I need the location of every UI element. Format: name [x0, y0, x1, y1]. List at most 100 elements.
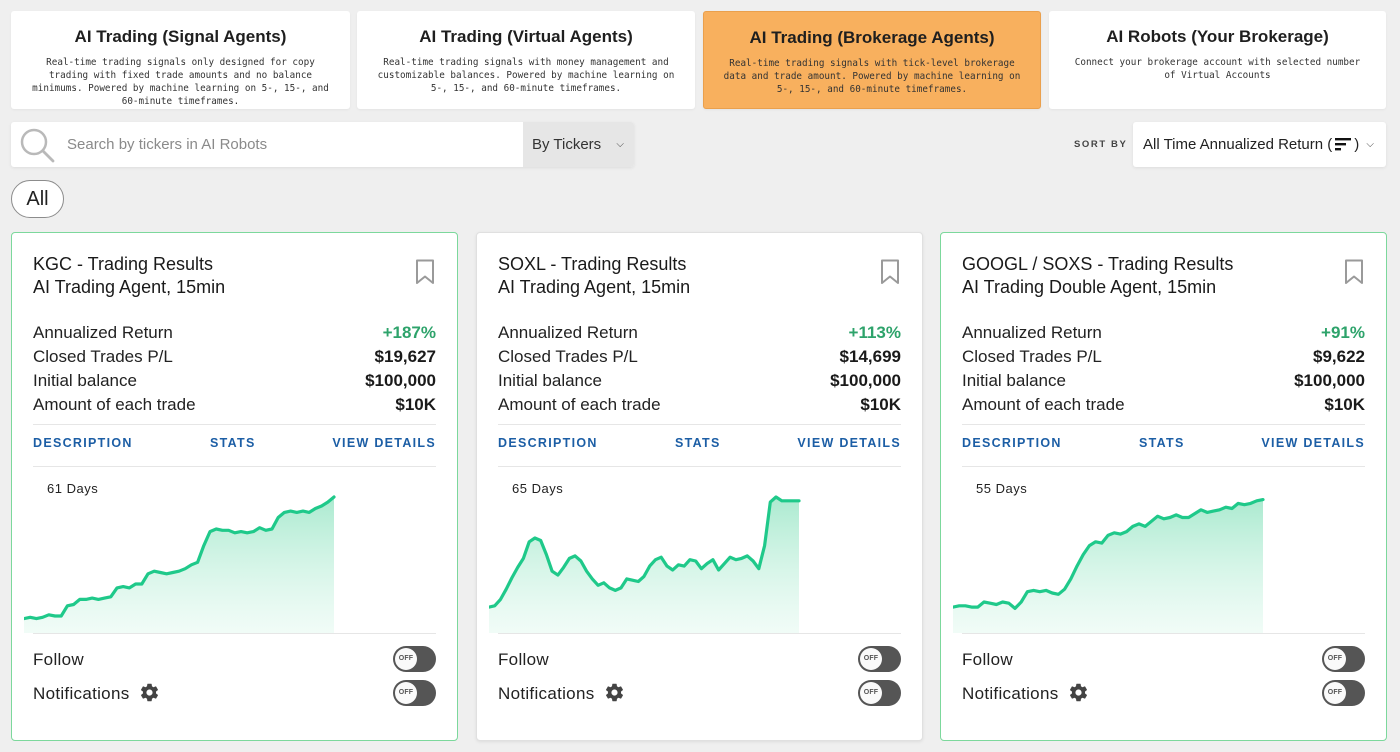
follow-row: Follow OFF [33, 646, 436, 674]
metric-value: +187% [382, 323, 436, 342]
sort-value-suffix: ) [1354, 136, 1360, 153]
divider [33, 466, 436, 467]
gear-icon[interactable] [1068, 682, 1089, 703]
chart-area [953, 499, 1263, 633]
follow-toggle[interactable]: OFF [393, 646, 436, 672]
search-input[interactable] [67, 122, 522, 167]
metric-label: Amount of each trade [498, 395, 661, 414]
card-title-ticker: KGC - Trading Results [33, 254, 214, 274]
tab-description: Real-time trading signals with tick-leve… [723, 58, 1021, 95]
metric-label: Closed Trades P/L [962, 347, 1102, 366]
tab-title: AI Trading (Signal Agents) [74, 27, 287, 46]
search-mode-value: By Tickers [532, 136, 602, 153]
toggle-knob: OFF [1324, 648, 1346, 670]
metric-annualized-return: Annualized Return +91% [962, 321, 1365, 345]
bookmark-icon[interactable] [415, 259, 435, 285]
stats-link[interactable]: STATS [675, 436, 721, 450]
metric-trade-amount: Amount of each trade $10K [498, 393, 901, 417]
follow-row: Follow OFF [962, 646, 1365, 674]
metric-label: Annualized Return [962, 323, 1102, 342]
follow-toggle[interactable]: OFF [858, 646, 901, 672]
notifications-label: Notifications [498, 684, 595, 703]
divider [962, 466, 1365, 467]
metric-initial-balance: Initial balance $100,000 [33, 369, 436, 393]
tab-your-brokerage[interactable]: AI Robots (Your Brokerage) Connect your … [1049, 11, 1386, 109]
notifications-toggle[interactable]: OFF [858, 680, 901, 706]
card-links: DESCRIPTION STATS VIEW DETAILS [498, 436, 901, 456]
stats-link[interactable]: STATS [1139, 436, 1185, 450]
metrics-list: Annualized Return +91% Closed Trades P/L… [962, 321, 1365, 417]
divider [498, 466, 901, 467]
card-title-agent: AI Trading Double Agent, 15min [962, 277, 1217, 297]
metric-annualized-return: Annualized Return +113% [498, 321, 901, 345]
notifications-row: Notifications OFF [962, 680, 1365, 708]
card-title-ticker: SOXL - Trading Results [498, 254, 687, 274]
chart-line [953, 498, 1265, 610]
description-link[interactable]: DESCRIPTION [498, 436, 598, 450]
stats-link[interactable]: STATS [210, 436, 256, 450]
metric-initial-balance: Initial balance $100,000 [498, 369, 901, 393]
view-details-link[interactable]: VIEW DETAILS [1261, 436, 1365, 450]
performance-chart [953, 498, 1265, 633]
divider [33, 424, 436, 425]
card-title: KGC - Trading Results AI Trading Agent, … [33, 253, 225, 299]
chart-days-label: 55 Days [976, 481, 1028, 496]
toggle-knob: OFF [395, 682, 417, 704]
toggle-knob: OFF [860, 648, 882, 670]
tab-description: Connect your brokerage account with sele… [1074, 57, 1361, 81]
tab-virtual-agents[interactable]: AI Trading (Virtual Agents) Real-time tr… [357, 11, 695, 109]
card-title-agent: AI Trading Agent, 15min [498, 277, 691, 297]
metrics-list: Annualized Return +187% Closed Trades P/… [33, 321, 436, 417]
tab-title: AI Robots (Your Brokerage) [1106, 27, 1329, 46]
metric-value: +91% [1321, 323, 1365, 342]
divider [962, 424, 1365, 425]
notifications-toggle[interactable]: OFF [393, 680, 436, 706]
search-mode-select[interactable]: By Tickers ⌵ [523, 122, 634, 167]
card-title-agent: AI Trading Agent, 15min [33, 277, 226, 297]
chart-area [24, 497, 334, 633]
filter-chip-all[interactable]: All [11, 180, 64, 218]
chart-line [24, 495, 336, 621]
metric-label: Initial balance [498, 371, 602, 390]
view-details-link[interactable]: VIEW DETAILS [332, 436, 436, 450]
notifications-label: Notifications [33, 684, 130, 703]
tab-brokerage-agents[interactable]: AI Trading (Brokerage Agents) Real-time … [703, 11, 1041, 109]
metric-value: $9,622 [1313, 347, 1365, 366]
follow-row: Follow OFF [498, 646, 901, 674]
notifications-row: Notifications OFF [498, 680, 901, 708]
performance-chart [24, 495, 336, 633]
metric-initial-balance: Initial balance $100,000 [962, 369, 1365, 393]
description-link[interactable]: DESCRIPTION [33, 436, 133, 450]
chevron-down-icon: ⌵ [616, 139, 624, 150]
description-link[interactable]: DESCRIPTION [962, 436, 1062, 450]
view-details-link[interactable]: VIEW DETAILS [797, 436, 901, 450]
divider [962, 633, 1365, 634]
toggle-knob: OFF [860, 682, 882, 704]
notifications-toggle[interactable]: OFF [1322, 680, 1365, 706]
toggle-knob: OFF [395, 648, 417, 670]
sort-select[interactable]: All Time Annualized Return () ⌵ [1133, 122, 1386, 167]
metric-value: $100,000 [830, 371, 901, 390]
card-title: SOXL - Trading Results AI Trading Agent,… [498, 253, 690, 299]
follow-label: Follow [33, 650, 84, 669]
metric-value: $100,000 [1294, 371, 1365, 390]
tab-title: AI Trading (Brokerage Agents) [749, 28, 995, 47]
search-icon [20, 128, 55, 163]
follow-toggle[interactable]: OFF [1322, 646, 1365, 672]
metric-label: Amount of each trade [962, 395, 1125, 414]
bookmark-icon[interactable] [880, 259, 900, 285]
tab-description: Real-time trading signals only designed … [32, 57, 329, 107]
chart-days-label: 65 Days [512, 481, 564, 496]
bookmark-icon[interactable] [1344, 259, 1364, 285]
card-title-ticker: GOOGL / SOXS - Trading Results [962, 254, 1234, 274]
metric-label: Closed Trades P/L [498, 347, 638, 366]
tab-signal-agents[interactable]: AI Trading (Signal Agents) Real-time tra… [11, 11, 350, 109]
notifications-label: Notifications [962, 684, 1059, 703]
gear-icon[interactable] [139, 682, 160, 703]
robot-card: GOOGL / SOXS - Trading Results AI Tradin… [940, 232, 1387, 741]
robot-card: KGC - Trading Results AI Trading Agent, … [11, 232, 458, 741]
metric-label: Initial balance [33, 371, 137, 390]
metric-label: Annualized Return [33, 323, 173, 342]
metric-value: $10K [860, 395, 901, 414]
gear-icon[interactable] [604, 682, 625, 703]
